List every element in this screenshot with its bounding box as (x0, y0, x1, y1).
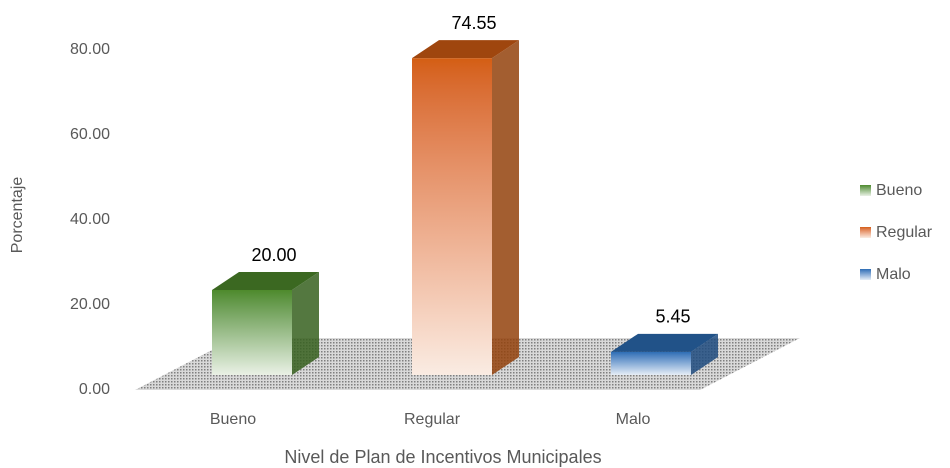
bar (611, 351, 691, 375)
legend-swatch (860, 227, 871, 238)
bar-top (412, 40, 519, 59)
bar-top (212, 272, 319, 290)
bar-top (611, 333, 718, 352)
legend-label: Bueno (876, 182, 922, 199)
x-tick-label: Malo (616, 411, 651, 428)
data-label: 74.55 (451, 13, 496, 33)
x-tick-label: Regular (404, 411, 461, 428)
bar-side (492, 40, 519, 375)
y-tick-label: 20.00 (70, 296, 110, 313)
y-axis-title: Porcentaje (9, 177, 26, 254)
bar (212, 290, 292, 375)
legend-swatch (860, 185, 871, 196)
bar-side (691, 333, 718, 375)
y-tick-label: 0.00 (79, 381, 110, 398)
legend-label: Malo (876, 266, 911, 283)
y-tick-label: 80.00 (70, 41, 110, 58)
legend-swatch (860, 269, 871, 280)
bar-side (292, 272, 319, 375)
data-label: 20.00 (251, 245, 296, 265)
y-tick-label: 40.00 (70, 211, 110, 228)
legend-label: Regular (876, 224, 933, 241)
bar (412, 58, 492, 375)
data-label: 5.45 (655, 307, 690, 327)
x-tick-label: Bueno (210, 411, 256, 428)
x-axis-title: Nivel de Plan de Incentivos Municipales (284, 447, 601, 467)
y-tick-label: 60.00 (70, 126, 110, 143)
